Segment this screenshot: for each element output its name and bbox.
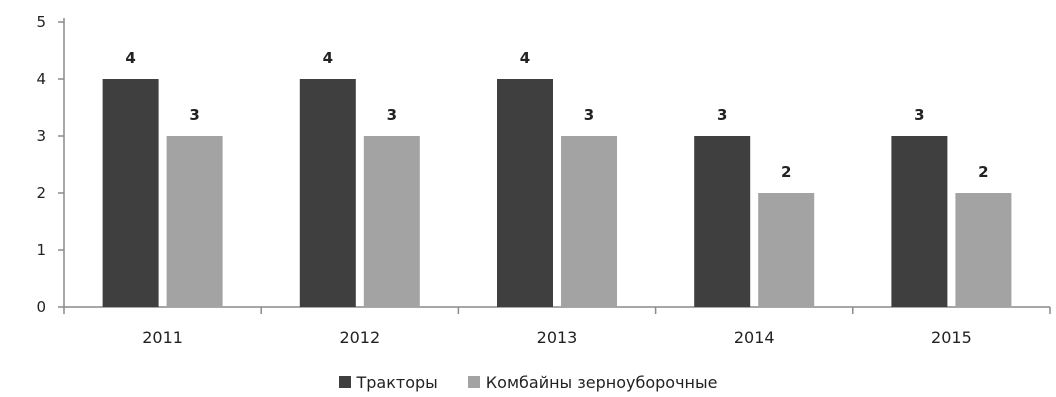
data-label: 3 — [189, 106, 199, 124]
data-label: 3 — [387, 106, 397, 124]
data-label: 2 — [978, 163, 988, 181]
legend-label: Комбайны зерноуборочные — [485, 372, 718, 392]
x-tick-label: 2015 — [931, 328, 972, 347]
y-tick-label: 3 — [36, 127, 46, 145]
bar-chart-plot: 0 1 2 3 4 5 4 3 2011 4 3 2012 4 3 2013 3 2 2014 3 2 2015 — [36, 13, 1051, 347]
axes: 0 1 2 3 4 5 — [36, 13, 1051, 316]
y-tick-label: 0 — [36, 298, 46, 316]
legend-swatch — [338, 376, 351, 388]
x-tick-label: 2013 — [537, 328, 578, 347]
bar-series-2-2015 — [955, 193, 1012, 307]
x-tick-label: 2012 — [339, 328, 380, 347]
bar-series-1-2014 — [694, 136, 751, 307]
y-tick-label: 1 — [36, 241, 46, 259]
y-tick-label: 5 — [36, 13, 46, 31]
bar-series-1-2013 — [497, 79, 553, 307]
bar-series-2-2012 — [363, 136, 420, 307]
x-tick-label: 2011 — [142, 328, 183, 347]
legend-label: Тракторы — [356, 372, 438, 392]
bar-series-2-2013 — [561, 136, 617, 307]
bar-series-1-2011 — [102, 79, 159, 307]
legend-item: Комбайны зерноуборочные — [467, 372, 718, 392]
data-label: 4 — [520, 49, 530, 67]
data-label: 3 — [717, 106, 727, 124]
bar-series-2-2011 — [166, 136, 223, 307]
data-label: 4 — [125, 49, 135, 67]
bars — [102, 79, 1012, 307]
y-tick-label: 4 — [36, 70, 46, 88]
bar-series-1-2012 — [299, 79, 356, 307]
legend: Тракторы Комбайны зерноуборочные — [0, 370, 1056, 394]
data-label: 3 — [584, 106, 594, 124]
legend-item: Тракторы — [338, 372, 438, 392]
data-label: 3 — [914, 106, 924, 124]
x-tick-label: 2014 — [734, 328, 775, 347]
data-label: 4 — [323, 49, 333, 67]
data-label: 2 — [781, 163, 791, 181]
labels: 4 3 2011 4 3 2012 4 3 2013 3 2 2014 3 2 2015 — [125, 49, 988, 347]
y-tick-label: 2 — [36, 184, 46, 202]
legend-swatch — [467, 376, 480, 388]
bar-series-2-2014 — [758, 193, 815, 307]
bar-series-1-2015 — [891, 136, 948, 307]
